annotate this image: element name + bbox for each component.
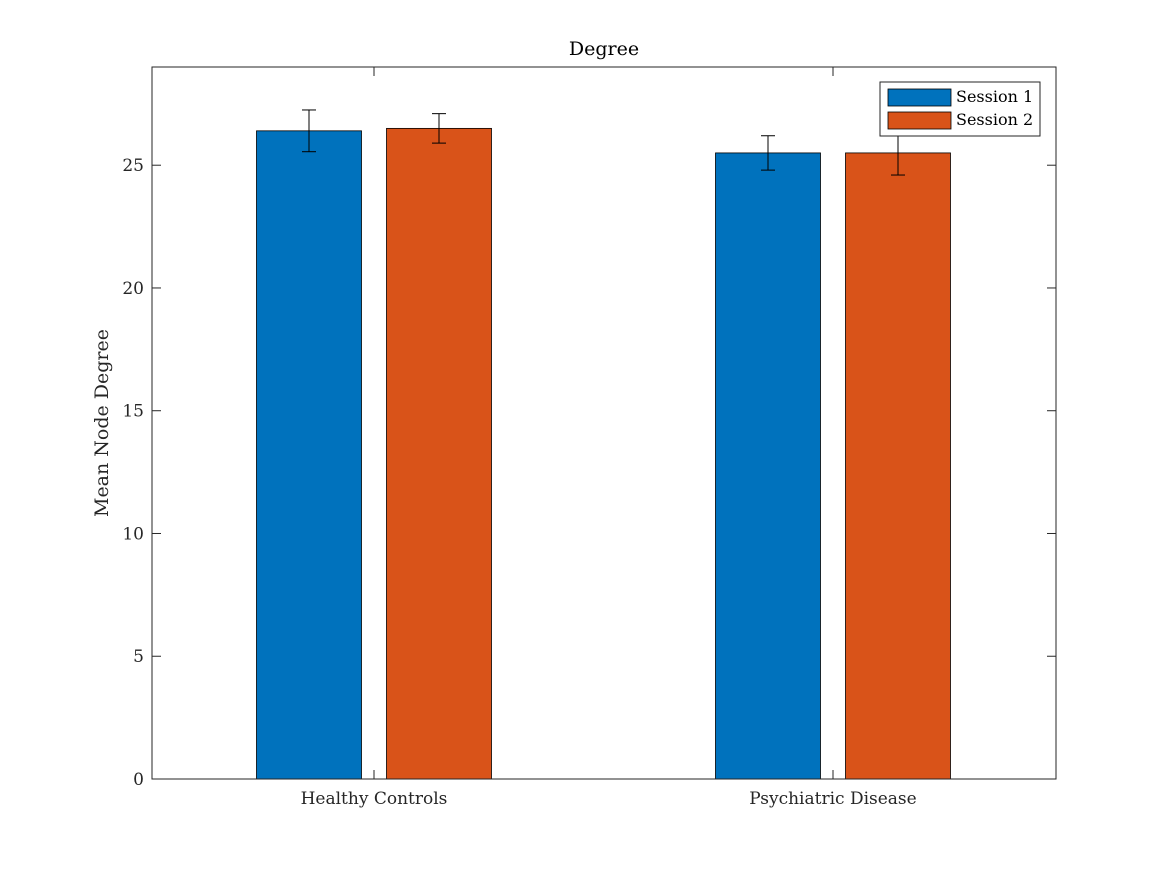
y-tick-label: 10 bbox=[122, 524, 144, 544]
legend-swatch-session-2 bbox=[887, 111, 952, 130]
x-tick-label-healthy-controls: Healthy Controls bbox=[301, 789, 448, 809]
legend-label-session-2: Session 2 bbox=[956, 110, 1033, 129]
bars-layer bbox=[256, 127, 951, 780]
error-bar-session-2-healthy-controls bbox=[432, 113, 446, 144]
ticks-layer: 0 5 10 15 20 25 Healthy Controls Psychiatric Di… bbox=[122, 67, 1056, 809]
bar-session-2-healthy-controls bbox=[386, 127, 492, 780]
chart-title: Degree bbox=[569, 38, 639, 60]
legend: Session 1 Session 2 bbox=[879, 81, 1041, 137]
y-tick-label: 25 bbox=[122, 156, 144, 176]
axes-box bbox=[151, 66, 1057, 780]
y-axis-label: Mean Node Degree bbox=[91, 329, 113, 517]
y-tick-label: 0 bbox=[133, 770, 144, 790]
bar-session-1-psychiatric-disease bbox=[715, 152, 821, 780]
legend-swatch-session-1 bbox=[887, 88, 952, 107]
error-bar-session-1-healthy-controls bbox=[302, 109, 316, 153]
x-tick-label-psychiatric-disease: Psychiatric Disease bbox=[749, 789, 916, 809]
error-bar-session-1-psychiatric-disease bbox=[761, 135, 775, 171]
y-tick-label: 20 bbox=[122, 279, 144, 299]
y-tick-label: 5 bbox=[133, 647, 144, 667]
bar-session-2-psychiatric-disease bbox=[845, 152, 951, 780]
y-tick-label: 15 bbox=[122, 402, 144, 422]
legend-label-session-1: Session 1 bbox=[956, 87, 1033, 106]
bar-session-1-healthy-controls bbox=[256, 130, 362, 780]
